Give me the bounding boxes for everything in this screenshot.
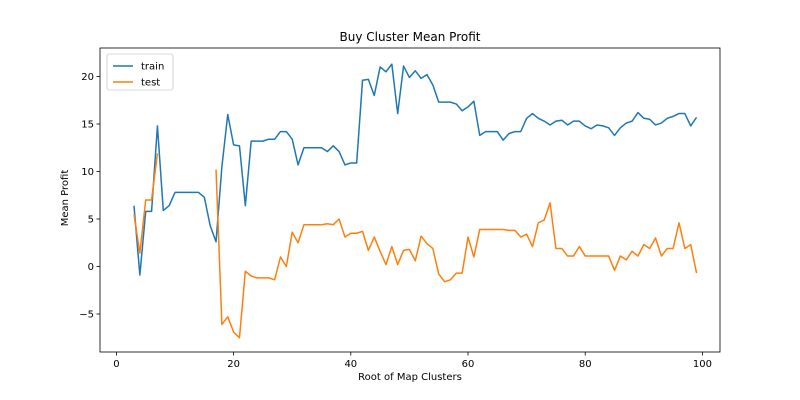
y-tick-label: 5 — [88, 215, 94, 226]
y-tick-label: 0 — [88, 262, 94, 273]
series-line-test-segment-1 — [133, 153, 159, 254]
x-axis-label: Root of Map Clusters — [358, 372, 462, 383]
series-line-test-segment-2 — [215, 169, 698, 339]
legend-label-train: train — [141, 62, 164, 73]
series-line-train — [133, 63, 698, 276]
x-tick-label: 0 — [113, 359, 119, 370]
plot-area — [133, 63, 698, 339]
y-tick-label: 10 — [81, 167, 94, 178]
legend-box — [106, 53, 174, 91]
y-axis-label: Mean Profit — [60, 170, 71, 227]
axes: 0 20 40 60 80 100 −5 0 5 10 15 20 — [79, 47, 721, 370]
x-tick-label: 100 — [693, 359, 712, 370]
x-tick-label: 40 — [344, 359, 357, 370]
y-tick-label: −5 — [79, 310, 94, 321]
y-tick-label: 15 — [81, 120, 94, 131]
x-tick-label: 20 — [227, 359, 240, 370]
axes-frame — [99, 47, 721, 353]
chart-title: Buy Cluster Mean Profit — [340, 30, 481, 44]
legend-label-test: test — [141, 78, 160, 89]
x-tick-label: 80 — [579, 359, 592, 370]
y-tick-label: 20 — [81, 72, 94, 83]
x-tick-label: 60 — [462, 359, 475, 370]
legend: train test — [106, 53, 174, 91]
